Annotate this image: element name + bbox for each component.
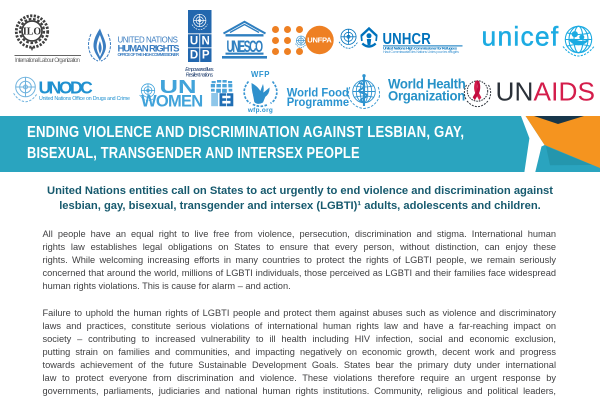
svg-text:UNESCO: UNESCO <box>227 38 264 56</box>
svg-text:Resilient nations.: Resilient nations. <box>186 72 214 78</box>
svg-text:WOMEN: WOMEN <box>141 92 203 110</box>
svg-text:Programme: Programme <box>287 95 350 109</box>
svg-text:U: U <box>190 36 198 48</box>
svg-text:D: D <box>190 50 198 62</box>
svg-text:N: N <box>202 36 210 48</box>
svg-text:ILO: ILO <box>23 27 42 38</box>
svg-text:United Nations Office on Drugs: United Nations Office on Drugs and Crime <box>39 96 130 102</box>
svg-text:World Health: World Health <box>388 76 465 91</box>
svg-text:UNHCR: UNHCR <box>383 31 432 48</box>
svg-text:UNITED NATIONS: UNITED NATIONS <box>118 36 179 45</box>
svg-text:UNFPA: UNFPA <box>307 36 332 45</box>
svg-text:unicef: unicef <box>482 22 560 52</box>
svg-text:World Food: World Food <box>287 86 349 100</box>
svg-text:Empowered lives.: Empowered lives. <box>185 67 214 73</box>
svg-text:UNODC: UNODC <box>39 78 94 98</box>
svg-text:WFP: WFP <box>251 70 270 79</box>
svg-text:United Nations High Commission: United Nations High Commissioner for Ref… <box>383 45 457 50</box>
svg-text:wfp.org: wfp.org <box>247 107 273 114</box>
svg-text:OFFICE OF THE HIGH COMMISSIONE: OFFICE OF THE HIGH COMMISSIONER <box>118 52 180 57</box>
svg-text:Haut Commissariat des Nations: Haut Commissariat des Nations Unies pour… <box>383 50 459 54</box>
svg-text:UNAIDS: UNAIDS <box>496 77 596 107</box>
svg-text:Organization: Organization <box>388 88 465 103</box>
svg-text:UN: UN <box>160 77 197 97</box>
svg-text:P: P <box>202 50 210 62</box>
svg-text:International Labour Organizat: International Labour Organization <box>15 58 80 64</box>
svg-text:HUMAN RIGHTS: HUMAN RIGHTS <box>118 43 181 54</box>
